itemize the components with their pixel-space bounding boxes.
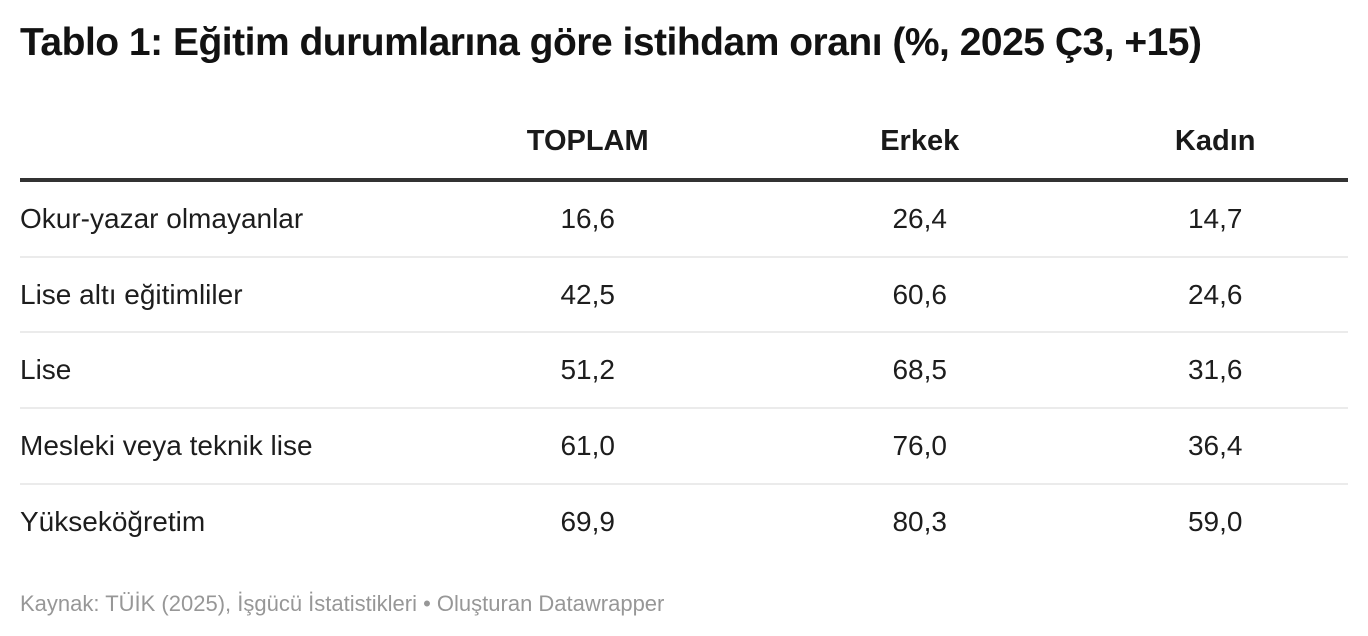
data-table: TOPLAM Erkek Kadın Okur-yazar olmayanlar… [20,66,1348,559]
cell-toplam: 51,2 [418,332,758,409]
cell-toplam: 61,0 [418,407,758,485]
table-row: Yükseköğretim 69,9 80,3 59,0 [20,483,1348,559]
table-row: Lise altı eğitimliler 42,5 60,6 24,6 [20,256,1348,334]
footer: Kaynak: TÜİK (2025), İşgücü İstatistikle… [20,590,1348,618]
col-header-erkek: Erkek [757,66,1083,183]
cell-erkek: 76,0 [757,407,1083,485]
datawrapper-byline[interactable]: Oluşturan Datawrapper [436,591,665,617]
table-header: TOPLAM Erkek Kadın [20,66,1348,183]
cell-kadin: 14,7 [1082,180,1348,258]
cell-kadin: 59,0 [1082,483,1348,559]
col-header-empty [20,66,419,183]
header-row: TOPLAM Erkek Kadın [20,66,1348,183]
cell-erkek: 26,4 [757,180,1083,258]
footer-separator: • [416,591,437,617]
cell-erkek: 68,5 [757,332,1083,409]
row-label: Okur-yazar olmayanlar [20,180,419,258]
table-body: Okur-yazar olmayanlar 16,6 26,4 14,7 Lis… [20,180,1348,559]
row-label: Yükseköğretim [20,483,419,559]
cell-erkek: 80,3 [757,483,1083,559]
col-header-kadin: Kadın [1082,66,1348,183]
table-row: Mesleki veya teknik lise 61,0 76,0 36,4 [20,407,1348,485]
row-label: Lise altı eğitimliler [20,256,419,334]
table-row: Lise 51,2 68,5 31,6 [20,332,1348,409]
cell-kadin: 24,6 [1082,256,1348,334]
row-label: Lise [20,332,419,409]
cell-kadin: 36,4 [1082,407,1348,485]
table-row: Okur-yazar olmayanlar 16,6 26,4 14,7 [20,180,1348,258]
row-label: Mesleki veya teknik lise [20,407,419,485]
source-note: Kaynak: TÜİK (2025), İşgücü İstatistikle… [20,591,417,617]
col-header-toplam: TOPLAM [418,66,758,183]
page-title: Tablo 1: Eğitim durumlarına göre istihda… [20,21,1202,64]
cell-toplam: 42,5 [418,256,758,334]
cell-kadin: 31,6 [1082,332,1348,409]
cell-toplam: 69,9 [418,483,758,559]
cell-toplam: 16,6 [418,180,758,258]
cell-erkek: 60,6 [757,256,1083,334]
